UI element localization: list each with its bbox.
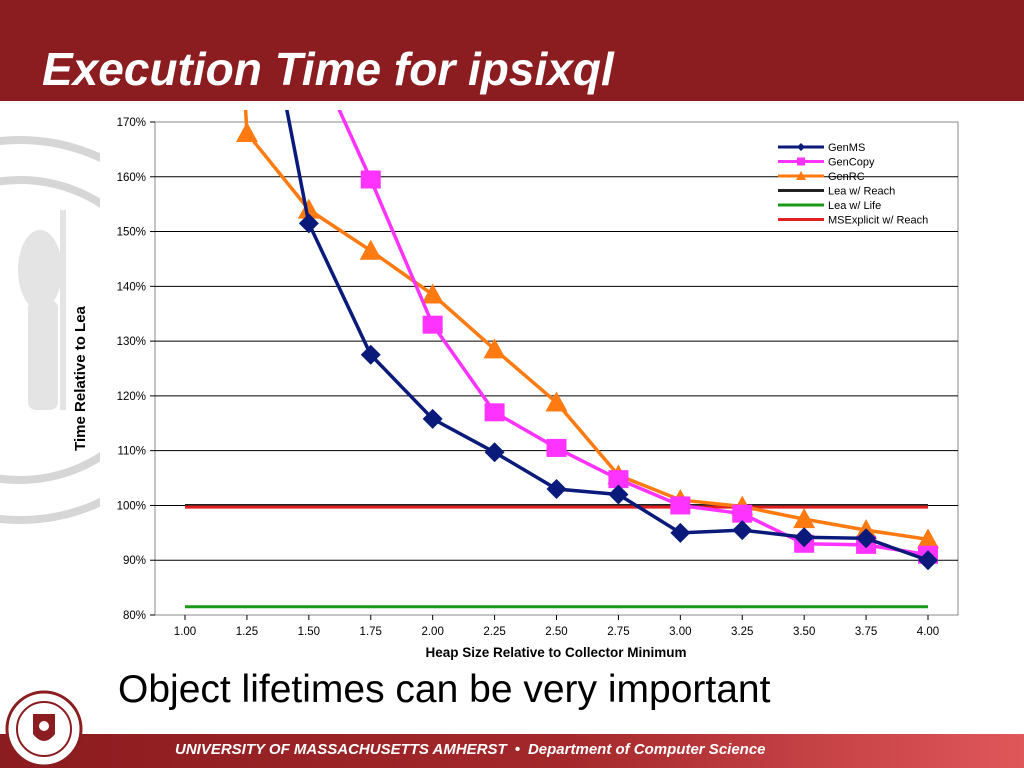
footer-text: UNIVERSITY OF MASSACHUSETTS AMHERST • Depa…	[175, 741, 766, 758]
legend-label: MSExplicit w/ Reach	[828, 215, 928, 227]
y-tick-label: 150%	[117, 227, 146, 239]
data-point	[917, 528, 939, 549]
y-tick-label: 170%	[117, 117, 146, 129]
y-tick-label: 80%	[123, 610, 146, 622]
data-point	[608, 484, 629, 505]
data-point	[608, 470, 629, 489]
data-point	[794, 527, 815, 548]
footer-university: UNIVERSITY OF MASSACHUSETTS AMHERST	[175, 741, 507, 758]
x-tick-label: 3.50	[793, 626, 815, 638]
seal-watermark-icon	[0, 136, 100, 524]
data-point	[359, 239, 382, 260]
legend-marker	[797, 157, 805, 166]
x-tick-label: 1.75	[360, 626, 382, 638]
data-point	[670, 496, 691, 515]
series-genms	[285, 110, 938, 571]
x-tick-label: 2.50	[545, 626, 567, 638]
data-point	[732, 504, 753, 523]
x-tick-label: 4.00	[917, 626, 939, 638]
legend-item: Lea w/ Reach	[778, 186, 895, 198]
y-tick-label: 110%	[117, 446, 146, 458]
y-tick-label: 90%	[123, 555, 146, 567]
series-line	[285, 110, 929, 562]
legend-item: GenMS	[778, 142, 865, 154]
umass-seal-logo-icon	[5, 690, 83, 768]
legend-label: Lea w/ Life	[828, 200, 881, 212]
data-point	[732, 520, 753, 541]
legend: GenMS GenCopy GenRC Lea w/ Reach Lea w/ Life…	[778, 142, 928, 227]
data-point	[545, 391, 568, 412]
data-point	[546, 438, 567, 457]
data-point	[360, 170, 381, 189]
data-point	[793, 508, 816, 529]
x-tick-label: 3.75	[855, 626, 877, 638]
footer-department: Department of Computer Science	[527, 741, 766, 758]
legend-marker	[796, 171, 806, 180]
x-tick-label: 1.00	[174, 626, 196, 638]
data-point	[484, 403, 505, 422]
x-tick-label: 2.75	[607, 626, 629, 638]
x-tick-label: 1.25	[236, 626, 258, 638]
y-axis: 80% 90% 100% 110% 120% 130% 140% 150% 160% 170%	[117, 117, 155, 622]
y-tick-label: 130%	[117, 336, 146, 348]
data-point	[235, 121, 258, 142]
footer-separator: •	[514, 741, 520, 758]
slide-subtitle: Object lifetimes can be very important	[118, 668, 771, 711]
x-tick-label: 3.25	[731, 626, 753, 638]
legend-item: GenRC	[778, 171, 865, 183]
data-point	[421, 283, 444, 304]
data-point	[297, 198, 320, 219]
legend-label: Lea w/ Reach	[828, 186, 895, 198]
data-point	[918, 550, 938, 571]
x-tick-label: 2.00	[421, 626, 443, 638]
y-tick-label: 120%	[117, 391, 146, 403]
y-tick-label: 140%	[117, 281, 146, 293]
x-tick-label: 1.50	[298, 626, 320, 638]
data-point	[298, 213, 319, 234]
series-layer	[185, 110, 939, 609]
execution-time-chart: 80% 90% 100% 110% 120% 130% 140% 150% 160% 170% 1…	[72, 110, 959, 660]
data-point	[484, 442, 505, 463]
y-axis-label: Time Relative to Lea	[72, 305, 89, 450]
y-tick-label: 160%	[117, 172, 146, 184]
legend-label: GenRC	[828, 171, 865, 183]
x-axis: 1.00 1.25 1.50 1.75 2.00 2.25 2.50 2.75 3.00 3.25…	[174, 615, 939, 638]
x-tick-label: 2.25	[483, 626, 505, 638]
data-point	[483, 338, 506, 359]
slide-title: Execution Time for ipsixql	[42, 43, 614, 95]
data-point	[422, 315, 443, 334]
plot-area	[154, 121, 959, 616]
data-point	[546, 479, 567, 500]
data-point	[670, 522, 691, 543]
y-tick-label: 100%	[117, 500, 146, 512]
data-point	[856, 528, 877, 549]
header-bar	[0, 0, 1024, 101]
footer-bar	[0, 734, 1024, 768]
legend-item: Lea w/ Life	[778, 200, 881, 212]
legend-label: GenCopy	[828, 157, 875, 169]
data-point	[360, 344, 381, 365]
legend-item: MSExplicit w/ Reach	[778, 215, 928, 227]
x-axis-label: Heap Size Relative to Collector Minimum	[425, 645, 686, 660]
legend-item: GenCopy	[778, 157, 875, 169]
legend-marker	[797, 143, 805, 151]
x-tick-label: 3.00	[669, 626, 691, 638]
legend-label: GenMS	[828, 142, 865, 154]
data-point	[422, 408, 443, 429]
